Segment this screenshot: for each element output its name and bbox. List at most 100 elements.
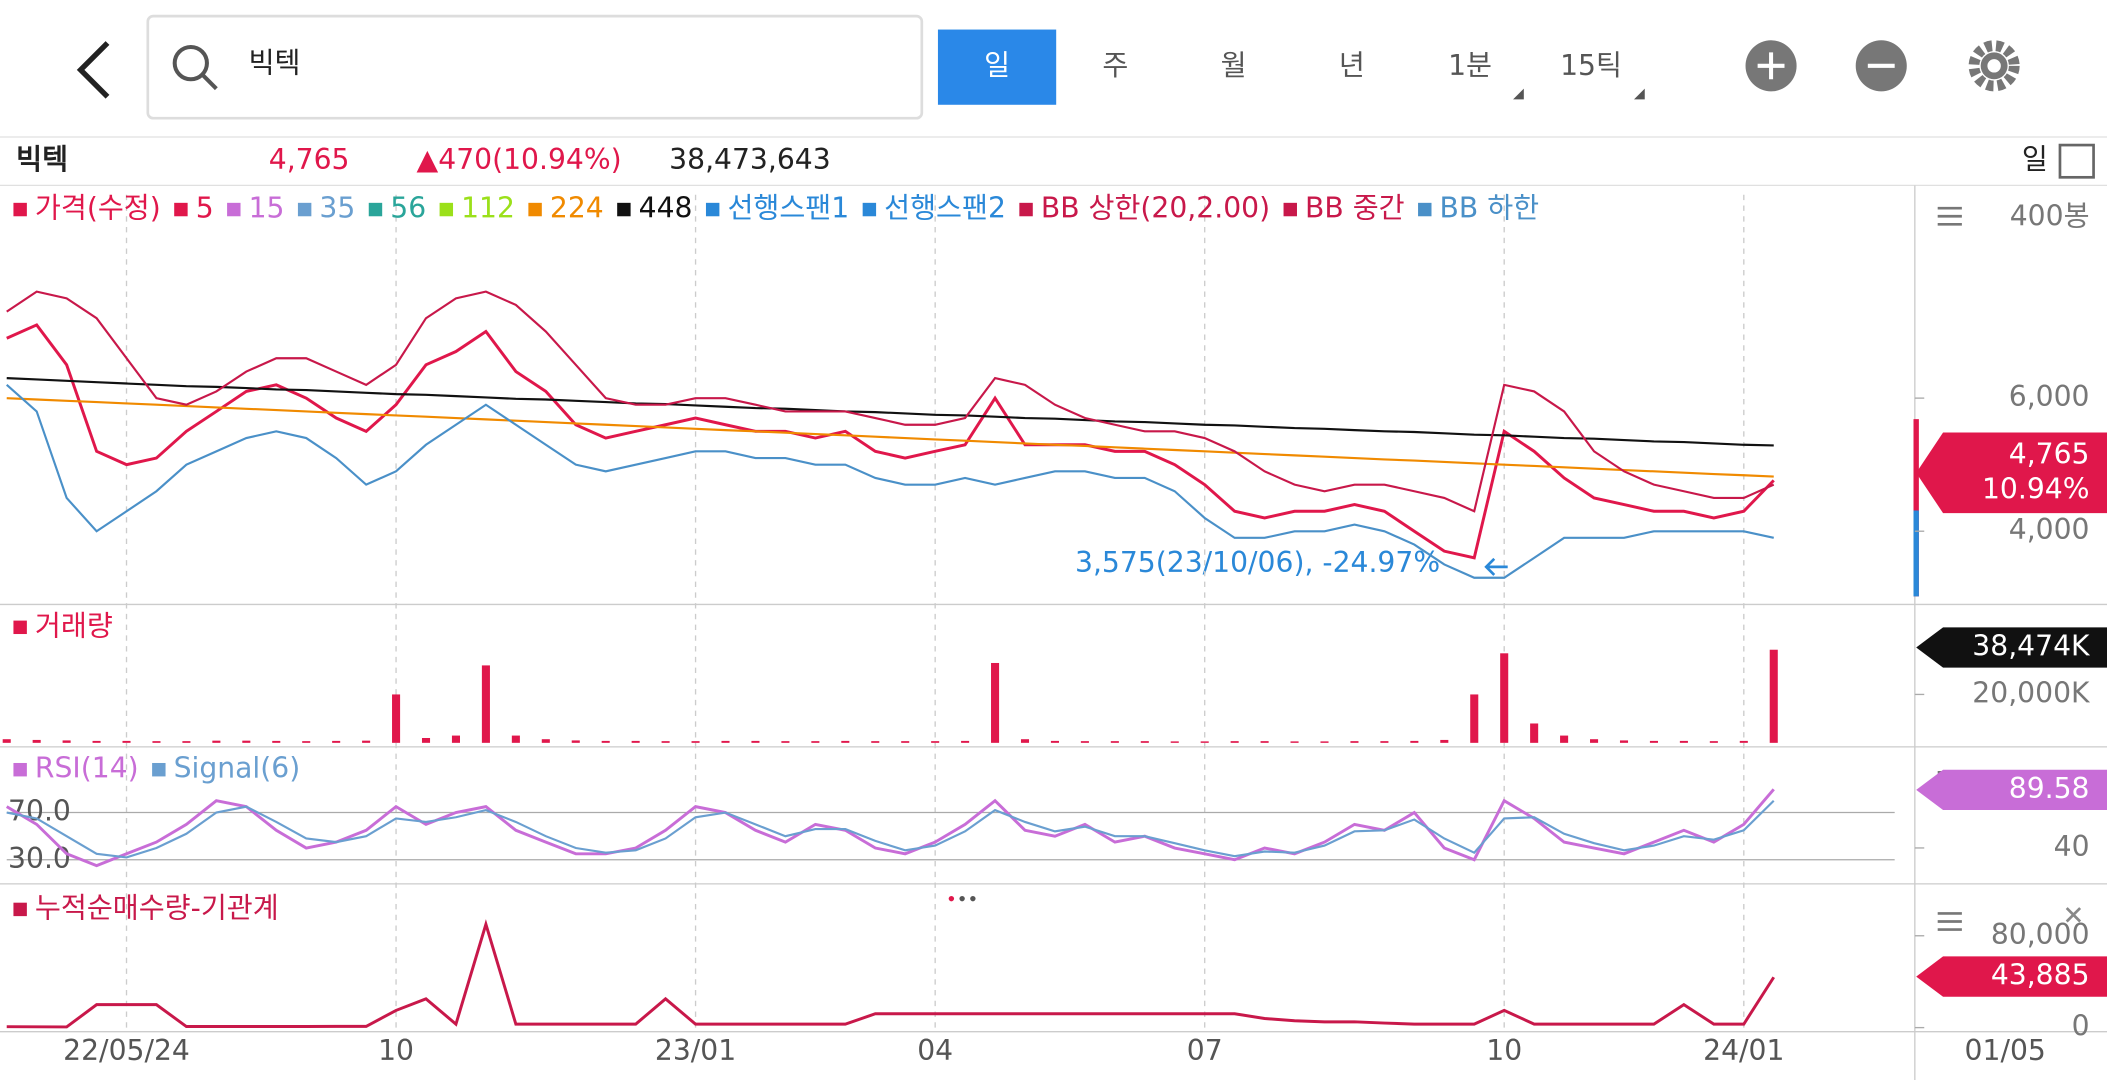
more-dot [948, 895, 955, 902]
volume-bar [1350, 741, 1359, 743]
volume-bar [1560, 735, 1569, 743]
y-tick-label: 20,000K [1972, 676, 2091, 709]
volume-bar [1410, 740, 1419, 743]
x-tick-label: 24/01 [1703, 1034, 1784, 1067]
stock-volume: 38,473,643 [669, 143, 831, 176]
volume-bar [242, 740, 251, 743]
tab[interactable]: 주 [1102, 49, 1128, 82]
legend-swatch [13, 620, 27, 635]
low-arrow [1484, 557, 1508, 576]
volume-bar [631, 740, 640, 743]
series-line [6, 323, 1775, 560]
tab[interactable]: 월 [1221, 49, 1247, 82]
volume-bar [92, 740, 101, 743]
volume-bar [481, 665, 490, 743]
volume-bar [62, 740, 71, 743]
tab-active[interactable] [937, 29, 1057, 105]
legend-label: 가격(수정) [35, 192, 161, 225]
volume-bar [332, 740, 341, 743]
volume-bar [1290, 741, 1299, 743]
x-tick-label: 23/01 [655, 1034, 736, 1067]
volume-bar [781, 741, 790, 743]
volume-bar [32, 739, 41, 743]
volume-bar [1739, 740, 1748, 743]
volume-bar [541, 739, 550, 743]
legend-swatch [439, 202, 454, 217]
volume-bar [901, 741, 910, 743]
series-line [6, 384, 1774, 579]
volume-bar [961, 740, 970, 743]
search-text: 빅텍 [249, 46, 301, 79]
volume-bar [1320, 741, 1329, 743]
y-tick-label: 4,000 [2009, 513, 2090, 546]
volume-bar [1020, 739, 1030, 743]
y-tick-label: 70.0 [8, 795, 71, 828]
search-icon [172, 45, 209, 82]
value-badge [1916, 432, 2107, 514]
volume-bar [1649, 740, 1658, 743]
legend-swatch [13, 202, 27, 217]
volume-bar [931, 741, 940, 743]
volume-bar [661, 741, 670, 743]
value-badge [1916, 769, 2107, 810]
volume-bar [1679, 740, 1688, 743]
legend-label: BB 상한(20,2.00) [1041, 192, 1270, 225]
settings-icon [1987, 59, 2001, 73]
badge-change: 10.94% [1982, 472, 2090, 505]
legend-swatch [13, 902, 27, 917]
legend-label: BB 중간 [1305, 192, 1405, 225]
legend-swatch [152, 762, 166, 777]
legend-label: RSI(14) [35, 752, 139, 785]
volume-bar [691, 741, 700, 743]
volume-bar [272, 740, 281, 743]
volume-bar [1530, 723, 1539, 743]
legend-swatch [1418, 202, 1432, 217]
x-tick-label: 07 [1187, 1034, 1223, 1067]
legend-swatch [227, 202, 241, 217]
volume-bar [392, 694, 401, 743]
tab[interactable]: 년 [1339, 49, 1365, 82]
series-line [6, 397, 1774, 478]
volume-bar [1590, 739, 1599, 743]
volume-bar [212, 740, 221, 743]
expand-button[interactable] [2058, 143, 2095, 179]
x-tick-label: 04 [917, 1034, 953, 1067]
back-button[interactable] [76, 41, 110, 99]
search-box[interactable] [146, 14, 924, 120]
legend-label: 224 [550, 192, 604, 225]
tab[interactable]: 일 [984, 49, 1010, 82]
volume-bar [991, 662, 1000, 743]
volume-bar [571, 740, 580, 743]
stock-change: ▲470(10.94%) [417, 143, 622, 176]
volume-bar [751, 740, 760, 743]
volume-bar [182, 741, 191, 743]
period: 일 [2022, 143, 2048, 176]
legend-swatch [705, 202, 720, 217]
search-icon [201, 73, 218, 91]
volume-bar [871, 741, 880, 743]
volume-bar [1200, 741, 1209, 743]
legend-swatch [862, 202, 877, 217]
more-dot [959, 895, 965, 902]
series-line [5, 788, 1775, 868]
legend-label: 35 [319, 192, 355, 225]
volume-bar [1709, 741, 1718, 743]
volume-bar [152, 741, 161, 743]
volume-bar [1170, 741, 1179, 743]
tab[interactable]: 15틱 [1560, 49, 1622, 82]
series-line [6, 290, 1775, 513]
tab[interactable]: 1분 [1448, 49, 1492, 82]
legend-label: 448 [639, 192, 693, 225]
legend-label: 거래량 [35, 609, 113, 642]
more-dot [970, 895, 976, 902]
volume-bar [1440, 739, 1449, 743]
legend-swatch [1283, 202, 1297, 217]
volume-bar [1619, 740, 1629, 743]
volume-bar [811, 741, 820, 743]
x-tick-label: 22/05/24 [63, 1034, 190, 1067]
volume-bar [451, 735, 460, 743]
y2-tick-label: 40 [2054, 830, 2090, 863]
series-line [6, 799, 1775, 859]
